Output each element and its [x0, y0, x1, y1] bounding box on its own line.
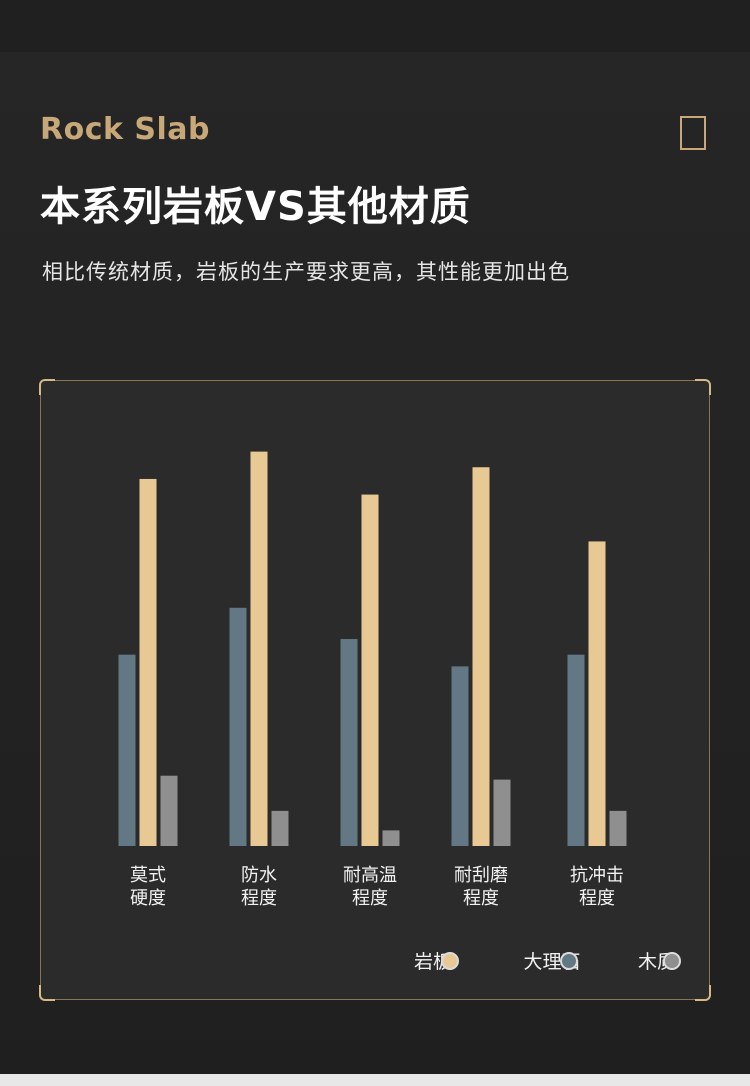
- bar-rock-slab: [250, 451, 268, 846]
- bar-wood: [609, 810, 627, 846]
- corner-ornament: [39, 379, 55, 395]
- category-label: 莫式: [130, 865, 166, 886]
- bar-wood: [493, 779, 511, 846]
- bar-wood: [160, 775, 178, 846]
- bar-rock-slab: [472, 467, 490, 846]
- bar-marble: [567, 654, 585, 846]
- bar-marble: [118, 654, 136, 846]
- bar-wood: [382, 830, 400, 846]
- category-label: 程度: [241, 888, 277, 909]
- category-label: 程度: [463, 888, 499, 909]
- bottom-strip: [0, 1074, 750, 1086]
- category-label: 程度: [579, 888, 615, 909]
- eyebrow-heading: Rock Slab: [40, 112, 210, 147]
- bar-wood: [271, 810, 289, 846]
- page-subtitle: 相比传统材质，岩板的生产要求更高，其性能更加出色: [42, 260, 570, 284]
- bar-rock-slab: [361, 494, 379, 846]
- bar-marble: [229, 607, 247, 846]
- frame-icon: [680, 116, 706, 150]
- corner-ornament: [695, 985, 711, 1001]
- bar-rock-slab: [139, 478, 157, 846]
- category-label: 程度: [352, 888, 388, 909]
- chart-panel: 莫式 硬度 防水 程度 耐高温 程度 耐刮磨 程度 抗冲击 程度 岩板 大理石 木质: [39, 379, 711, 1001]
- category-label: 防水: [241, 865, 277, 886]
- corner-ornament: [39, 985, 55, 1001]
- legend-swatch: [663, 952, 681, 970]
- top-strip: [0, 0, 750, 52]
- category-label: 抗冲击: [570, 865, 624, 886]
- corner-ornament: [695, 379, 711, 395]
- legend-swatch: [441, 952, 459, 970]
- legend-swatch: [560, 952, 578, 970]
- category-label: 耐刮磨: [454, 865, 508, 886]
- category-label: 耐高温: [343, 865, 397, 886]
- bar-marble: [340, 639, 358, 846]
- bar-rock-slab: [588, 541, 606, 846]
- category-label: 硬度: [130, 888, 166, 909]
- bar-marble: [451, 666, 469, 846]
- page-title: 本系列岩板VS其他材质: [40, 184, 471, 230]
